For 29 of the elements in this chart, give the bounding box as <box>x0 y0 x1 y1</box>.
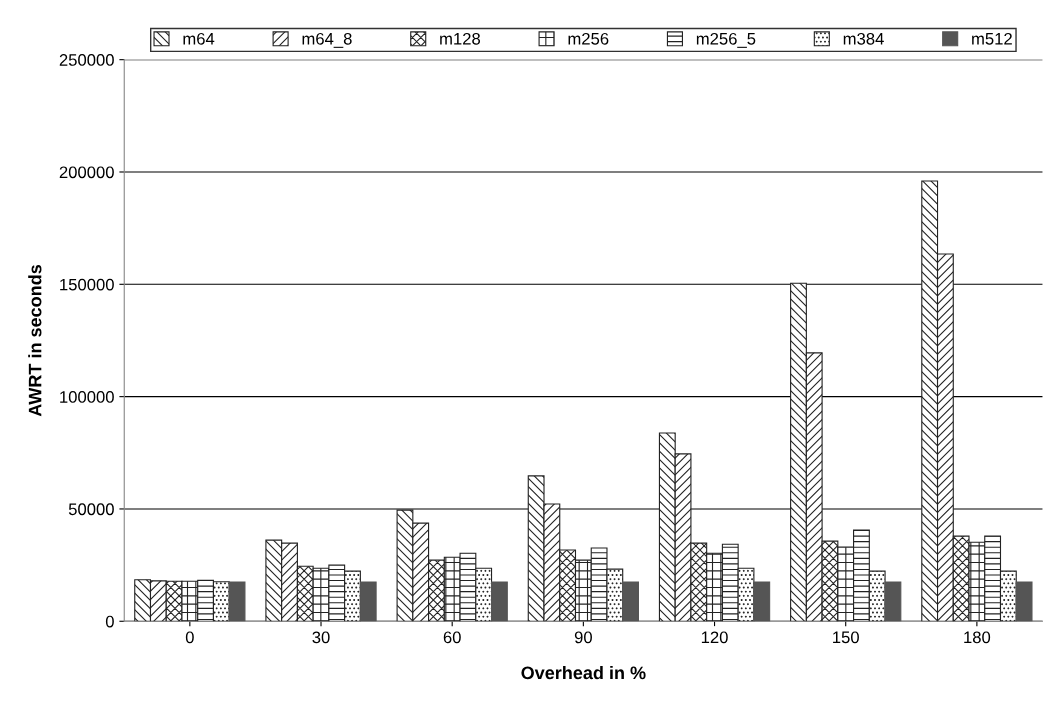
y-tick-label: 0 <box>105 615 114 628</box>
legend-label: m64_8 <box>302 32 352 48</box>
x-tick-label: 150 <box>833 631 859 644</box>
legend-label: m384 <box>843 32 884 45</box>
legend-label: m64 <box>183 32 215 45</box>
x-tick-label: 180 <box>964 631 991 644</box>
legend-label: m256_5 <box>696 32 756 48</box>
bar <box>490 581 508 622</box>
x-tick-label: 120 <box>701 631 728 644</box>
bar <box>753 581 771 622</box>
legend-label: m512 <box>972 32 1012 45</box>
x-tick-label: 0 <box>185 631 194 644</box>
legend-label: m128 <box>440 32 481 45</box>
y-tick-label: 250000 <box>59 54 114 66</box>
y-tick-label: 100000 <box>60 391 114 403</box>
bar <box>1015 581 1033 622</box>
y-tick-label: 150000 <box>60 278 114 291</box>
x-tick-label: 90 <box>574 631 592 644</box>
x-tick-label: 30 <box>312 631 330 644</box>
bar <box>622 581 640 622</box>
legend-label: m256 <box>568 32 609 45</box>
x-tick-label: 60 <box>443 631 461 644</box>
bar <box>359 581 377 622</box>
x-axis-title: Overhead in % <box>521 665 646 680</box>
y-axis-title: AWRT in seconds <box>28 264 42 417</box>
y-tick-label: 50000 <box>68 503 114 516</box>
bar <box>228 581 246 622</box>
y-tick-label: 200000 <box>59 166 114 179</box>
bar <box>884 581 902 622</box>
